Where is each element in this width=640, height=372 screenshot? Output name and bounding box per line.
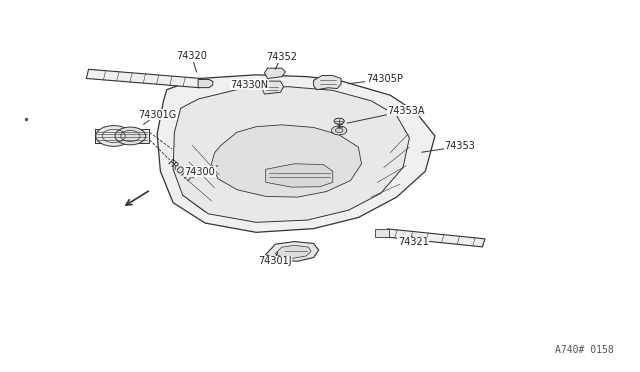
Circle shape <box>96 126 132 146</box>
Polygon shape <box>198 80 212 88</box>
Polygon shape <box>266 241 319 261</box>
Circle shape <box>332 126 347 135</box>
Polygon shape <box>314 76 341 90</box>
Text: 74352: 74352 <box>266 52 297 69</box>
Text: A740# 0158: A740# 0158 <box>555 344 614 355</box>
Text: 74300: 74300 <box>184 166 218 177</box>
Text: 74301G: 74301G <box>138 110 176 124</box>
Text: 74320: 74320 <box>176 51 207 72</box>
Polygon shape <box>173 87 410 222</box>
Polygon shape <box>211 125 362 197</box>
Circle shape <box>115 127 146 145</box>
Circle shape <box>335 128 343 133</box>
Polygon shape <box>261 81 284 94</box>
Polygon shape <box>385 229 485 247</box>
Circle shape <box>334 118 344 124</box>
Text: 74353A: 74353A <box>347 106 424 123</box>
Polygon shape <box>157 75 435 232</box>
Text: 74330N: 74330N <box>230 80 269 90</box>
Text: 74305P: 74305P <box>348 74 403 84</box>
Polygon shape <box>264 68 285 78</box>
Polygon shape <box>275 245 311 258</box>
Polygon shape <box>95 129 150 142</box>
Text: 74301J: 74301J <box>258 252 292 266</box>
Polygon shape <box>86 69 202 88</box>
Polygon shape <box>374 229 389 237</box>
Text: FRONT: FRONT <box>165 158 193 185</box>
Polygon shape <box>266 164 333 187</box>
Text: 74321: 74321 <box>398 236 429 247</box>
Text: 74353: 74353 <box>422 141 476 152</box>
